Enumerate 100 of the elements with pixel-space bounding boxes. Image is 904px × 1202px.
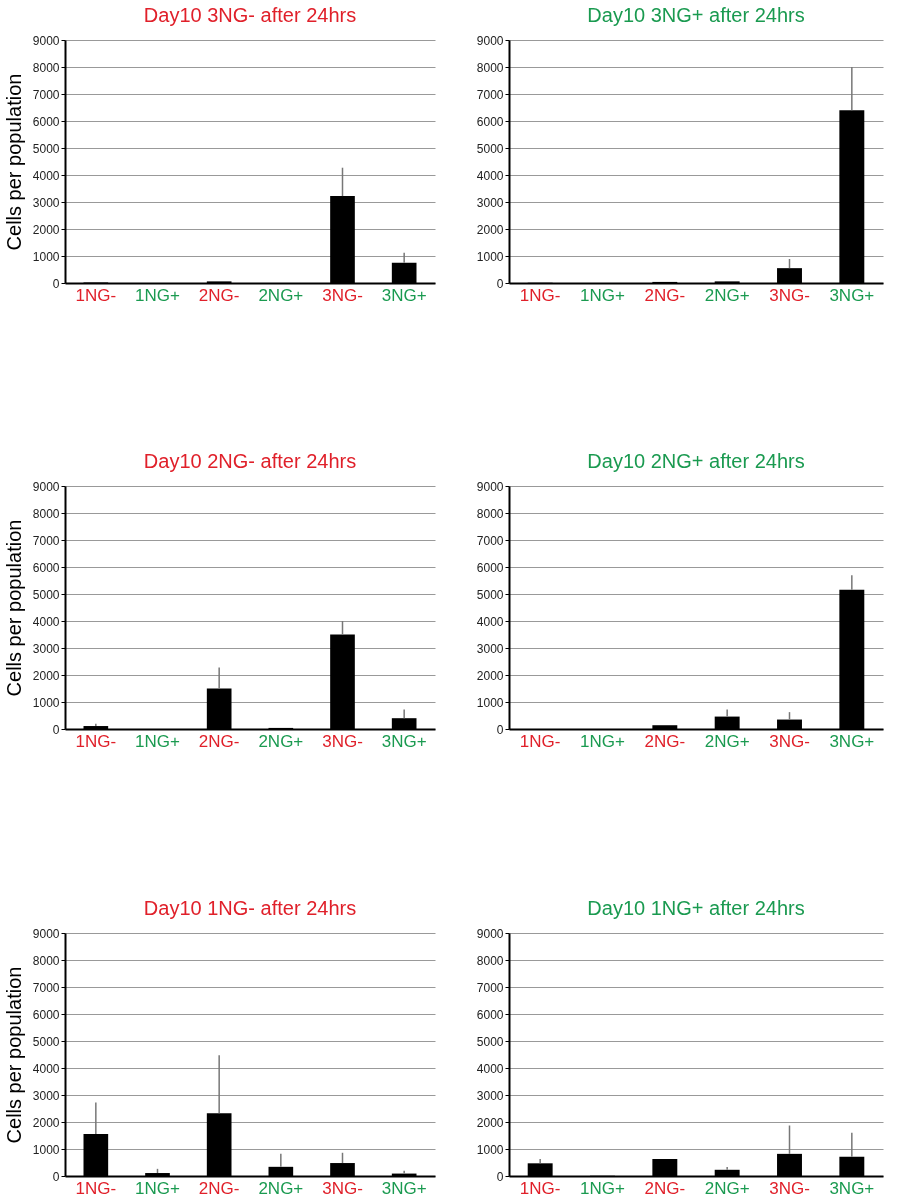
x-tick-label: 3NG- xyxy=(769,1178,810,1198)
y-tick-label: 3000 xyxy=(476,195,504,210)
y-tick-label: 0 xyxy=(496,276,504,291)
y-tick-label: 2000 xyxy=(32,222,60,237)
y-tick-label: 1000 xyxy=(476,249,504,264)
x-tick-label: 1NG+ xyxy=(580,1178,626,1198)
y-tick-label: 8000 xyxy=(476,60,504,75)
x-tick-label: 3NG+ xyxy=(829,285,875,305)
x-tick-label: 2NG- xyxy=(198,731,240,751)
chart-title: Day10 2NG+ after 24hrs xyxy=(587,450,805,472)
y-tick-label: 0 xyxy=(52,1169,60,1184)
y-tick-label: 6000 xyxy=(32,114,60,129)
y-tick-label: 1000 xyxy=(32,695,60,710)
y-tick-label: 2000 xyxy=(476,1115,504,1130)
x-tick-label: 3NG+ xyxy=(829,1178,875,1198)
y-tick-label: 9000 xyxy=(32,926,60,941)
y-tick-label: 1000 xyxy=(32,1142,60,1157)
x-tick-label: 3NG- xyxy=(322,285,363,305)
y-tick-label: 7000 xyxy=(32,87,60,102)
y-tick-label: 9000 xyxy=(476,33,504,48)
y-tick-label: 1000 xyxy=(476,695,504,710)
x-tick-label: 1NG+ xyxy=(135,731,181,751)
y-tick-label: 3000 xyxy=(32,641,60,656)
y-tick-label: 5000 xyxy=(32,1034,60,1049)
y-tick-label: 9000 xyxy=(32,479,60,494)
y-tick-label: 2000 xyxy=(476,222,504,237)
x-tick-label: 1NG+ xyxy=(135,1178,181,1198)
x-tick-label: 1NG+ xyxy=(135,285,181,305)
y-tick-label: 7000 xyxy=(476,87,504,102)
x-tick-label: 3NG- xyxy=(769,285,810,305)
x-tick-label: 1NG- xyxy=(75,285,117,305)
x-tick-label: 3NG- xyxy=(769,731,810,751)
y-tick-label: 8000 xyxy=(476,953,504,968)
x-tick-label: 3NG+ xyxy=(381,285,427,305)
chart-title: Day10 1NG+ after 24hrs xyxy=(587,897,805,919)
y-tick-label: 7000 xyxy=(32,980,60,995)
x-tick-label: 1NG+ xyxy=(580,285,626,305)
x-tick-label: 1NG- xyxy=(75,731,117,751)
y-tick-label: 8000 xyxy=(32,506,60,521)
y-tick-label: 9000 xyxy=(476,926,504,941)
x-tick-label: 3NG+ xyxy=(381,731,427,751)
x-tick-label: 2NG+ xyxy=(704,1178,750,1198)
chart-title: Day10 3NG+ after 24hrs xyxy=(587,4,805,26)
x-tick-label: 2NG+ xyxy=(704,285,750,305)
x-tick-label: 3NG- xyxy=(322,1178,363,1198)
y-tick-label: 7000 xyxy=(32,533,60,548)
y-tick-label: 3000 xyxy=(476,1088,504,1103)
chart-title: Day10 2NG- after 24hrs xyxy=(143,450,357,472)
x-tick-label: 2NG- xyxy=(644,1178,686,1198)
x-tick-label: 2NG+ xyxy=(258,1178,304,1198)
x-tick-label: 1NG+ xyxy=(580,731,626,751)
y-tick-label: 8000 xyxy=(32,60,60,75)
y-tick-label: 6000 xyxy=(32,1007,60,1022)
y-tick-label: 6000 xyxy=(476,1007,504,1022)
y-tick-label: 3000 xyxy=(476,641,504,656)
x-tick-label: 3NG- xyxy=(322,731,363,751)
y-tick-label: 6000 xyxy=(32,560,60,575)
y-tick-label: 1000 xyxy=(476,1142,504,1157)
y-tick-label: 5000 xyxy=(476,587,504,602)
y-tick-label: 0 xyxy=(52,276,60,291)
x-tick-label: 2NG+ xyxy=(704,731,750,751)
y-tick-label: 7000 xyxy=(476,980,504,995)
y-tick-label: 4000 xyxy=(476,1061,504,1076)
y-tick-label: 3000 xyxy=(32,195,60,210)
chart-title: Day10 1NG- after 24hrs xyxy=(143,897,357,919)
y-tick-label: 9000 xyxy=(32,33,60,48)
y-tick-label: 8000 xyxy=(32,953,60,968)
y-tick-label: 5000 xyxy=(32,587,60,602)
x-tick-label: 2NG- xyxy=(198,1178,240,1198)
y-tick-label: 1000 xyxy=(32,249,60,264)
y-tick-label: 0 xyxy=(52,722,60,737)
x-tick-label: 3NG+ xyxy=(381,1178,427,1198)
x-tick-label: 2NG+ xyxy=(258,285,304,305)
y-tick-label: 0 xyxy=(496,722,504,737)
x-tick-label: 2NG- xyxy=(198,285,240,305)
x-tick-label: 1NG- xyxy=(75,1178,117,1198)
y-tick-label: 0 xyxy=(496,1169,504,1184)
y-axis-title: Cells per population xyxy=(2,519,25,697)
y-tick-label: 8000 xyxy=(476,506,504,521)
y-axis-title: Cells per population xyxy=(2,73,25,251)
x-tick-label: 1NG- xyxy=(519,1178,561,1198)
x-tick-label: 2NG- xyxy=(644,285,686,305)
y-tick-label: 5000 xyxy=(476,1034,504,1049)
x-tick-label: 3NG+ xyxy=(829,731,875,751)
x-tick-label: 2NG+ xyxy=(258,731,304,751)
y-tick-label: 2000 xyxy=(32,1115,60,1130)
y-axis-title: Cells per population xyxy=(2,966,25,1144)
y-tick-label: 4000 xyxy=(32,1061,60,1076)
y-tick-label: 9000 xyxy=(476,479,504,494)
y-tick-label: 4000 xyxy=(32,168,60,183)
y-tick-label: 6000 xyxy=(476,560,504,575)
chart-title: Day10 3NG- after 24hrs xyxy=(143,4,357,26)
x-tick-label: 1NG- xyxy=(519,285,561,305)
y-tick-label: 2000 xyxy=(32,668,60,683)
y-tick-label: 3000 xyxy=(32,1088,60,1103)
y-tick-label: 4000 xyxy=(476,614,504,629)
x-tick-label: 1NG- xyxy=(519,731,561,751)
y-tick-label: 5000 xyxy=(476,141,504,156)
y-tick-label: 5000 xyxy=(32,141,60,156)
y-tick-label: 4000 xyxy=(476,168,504,183)
